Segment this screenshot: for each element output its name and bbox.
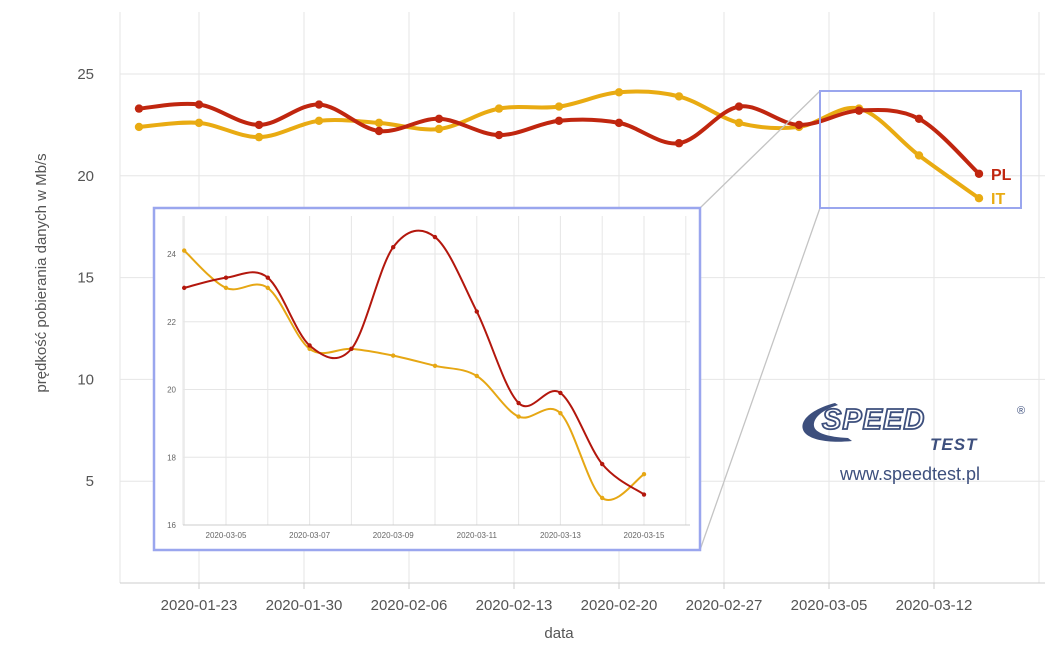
data-point-it [434, 124, 444, 134]
inset-data-point [307, 346, 312, 352]
data-point-it [674, 92, 684, 101]
inset-x-tick-label: 2020-03-13 [540, 531, 581, 540]
inset-y-tick-label: 20 [167, 386, 176, 395]
x-tick-label: 2020-01-23 [161, 597, 238, 614]
data-point-it [614, 88, 624, 97]
data-point-it [554, 102, 564, 111]
x-tick-label: 2020-02-27 [686, 597, 763, 614]
zoom-connector-line [699, 207, 821, 551]
y-tick-label: 5 [86, 473, 94, 490]
inset-x-tick-label: 2020-03-15 [624, 531, 665, 540]
zoom-connector-line [699, 90, 821, 209]
data-point-pl [794, 120, 804, 130]
data-point-it [374, 118, 384, 128]
inset-data-point [223, 275, 229, 280]
y-tick-label: 25 [77, 66, 94, 83]
y-tick-label: 20 [77, 168, 94, 185]
inset-data-point [349, 346, 354, 352]
x-tick-label: 2020-02-06 [371, 597, 448, 614]
data-point-it [734, 118, 744, 128]
data-point-it [314, 116, 324, 126]
data-point-pl [854, 106, 864, 115]
data-point-pl [614, 118, 624, 128]
data-point-pl [974, 169, 984, 178]
data-point-pl [914, 114, 924, 123]
inset-data-point [641, 471, 647, 477]
data-point-pl [734, 102, 744, 111]
data-point-pl [374, 126, 384, 136]
data-point-pl [494, 130, 504, 140]
inset-data-point [600, 461, 605, 467]
data-point-pl [554, 116, 564, 126]
series-label-it: IT [991, 191, 1005, 208]
inset-x-tick-label: 2020-03-05 [206, 531, 247, 540]
x-tick-label: 2020-01-30 [266, 597, 343, 614]
inset-x-tick-label: 2020-03-07 [289, 531, 330, 540]
x-axis-title: data [544, 625, 574, 642]
inset-data-point [558, 411, 563, 416]
inset-y-tick-label: 24 [167, 250, 176, 259]
inset-data-point [432, 234, 438, 240]
data-point-it [974, 193, 984, 203]
inset-data-point [391, 353, 396, 358]
inset-data-point [223, 285, 229, 291]
speedtest-logo: SPEED ® TEST www.speedtest.pl [802, 403, 1025, 484]
data-point-pl [674, 139, 684, 148]
zoom-region-box [819, 90, 1022, 209]
inset-data-point [182, 285, 187, 291]
data-point-pl [434, 114, 444, 123]
inset-data-point [391, 245, 396, 250]
data-point-pl [254, 120, 264, 130]
data-point-it [254, 132, 264, 142]
inset-y-tick-label: 18 [167, 453, 176, 462]
inset-data-point [307, 343, 312, 348]
zoom-inset: 16 18 20 22 24 2020-03-05 2020-03-07 2020-03-09… [152, 206, 702, 552]
series-label-pl: PL [991, 167, 1012, 184]
data-point-it [194, 118, 204, 128]
inset-x-tick-label: 2020-03-09 [373, 531, 414, 540]
data-point-it [494, 104, 504, 113]
inset-data-point [265, 275, 270, 280]
inset-data-point [641, 492, 647, 497]
inset-data-point [516, 414, 521, 419]
inset-data-point [474, 309, 479, 314]
inset-data-point [474, 373, 479, 379]
data-point-it [914, 151, 924, 160]
data-point-pl [134, 104, 144, 113]
data-point-pl [314, 100, 324, 109]
speedtest-brand-top: SPEED [822, 404, 925, 436]
data-point-pl [194, 100, 204, 109]
y-axis-title: prędkość pobierania danych w Mb/s [33, 153, 50, 392]
data-point-it [134, 122, 144, 132]
inset-data-point [516, 400, 521, 406]
inset-data-point [182, 248, 187, 253]
inset-frame [152, 206, 702, 552]
inset-x-tick-label: 2020-03-11 [457, 531, 498, 540]
inset-data-point [600, 495, 605, 501]
inset-y-tick-label: 22 [167, 318, 176, 327]
inset-y-tick-label: 16 [167, 521, 176, 530]
x-tick-label: 2020-02-20 [581, 597, 658, 614]
inset-data-point [265, 285, 270, 291]
speedtest-brand-bottom: TEST [930, 435, 978, 454]
speedtest-url: www.speedtest.pl [839, 464, 980, 484]
speedtest-registered-mark: ® [1017, 405, 1025, 417]
series-line-pl [137, 101, 981, 176]
x-tick-label: 2020-02-13 [476, 597, 553, 614]
inset-data-point [432, 363, 438, 368]
zoom-connectors [699, 90, 821, 551]
main-plot: 5 10 15 20 25 2020-01-23 2020-01-30 2020-02-06 2… [77, 12, 1045, 614]
inset-data-point [558, 390, 563, 396]
y-tick-label: 15 [77, 270, 94, 287]
x-tick-label: 2020-03-05 [791, 597, 868, 614]
speedtest-swoosh-icon [802, 403, 852, 442]
x-tick-label: 2020-03-12 [896, 597, 973, 614]
y-tick-label: 10 [77, 371, 94, 388]
